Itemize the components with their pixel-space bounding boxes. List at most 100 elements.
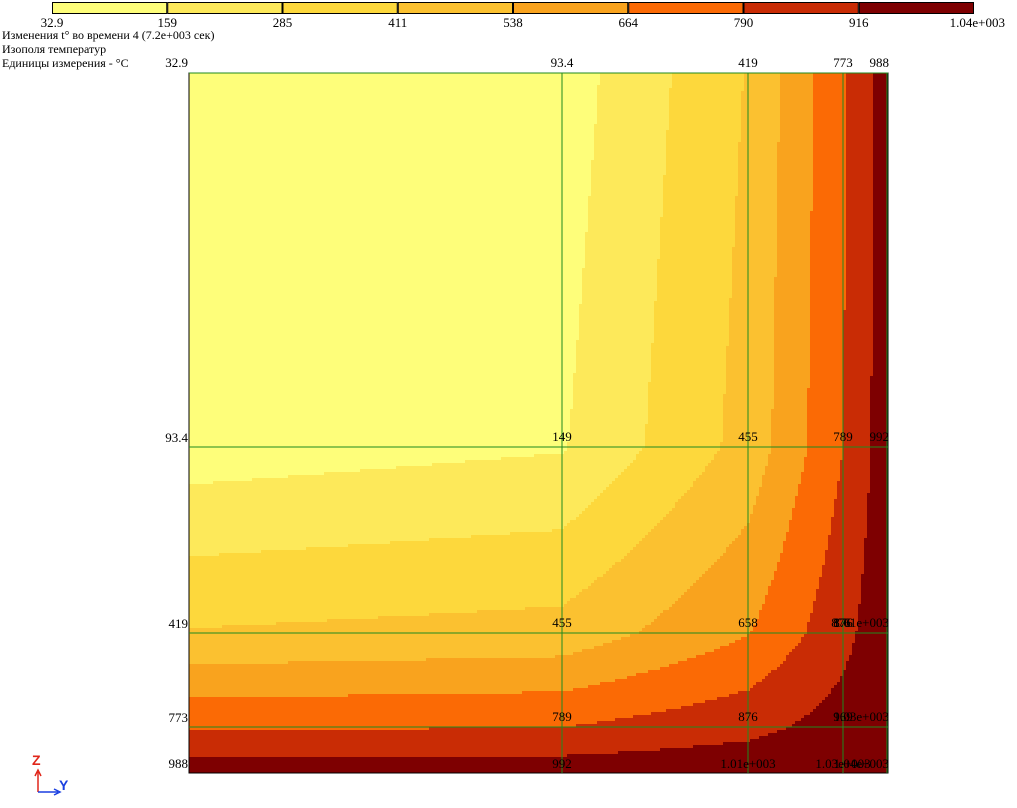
isofield-band [873,295,888,298]
node-value-label: 93.4 [165,430,188,445]
isofield-band [873,301,888,304]
isofield-band [189,508,585,511]
isofield-band [855,634,888,637]
isofield-band [780,112,813,115]
isofield-band [585,253,660,256]
isofield-band [759,490,798,493]
isofield-band [633,715,804,718]
isofield-band [189,688,573,691]
isofield-band [828,535,867,538]
isofield-band [771,412,807,415]
isofield-band [807,622,858,625]
isofield-band [843,397,870,400]
isofield-band [837,490,870,493]
isofield-band [189,529,552,532]
isofield-band [189,148,594,151]
isofield-band [843,364,873,367]
isofield-band [672,76,744,79]
isofield-band [636,673,768,676]
isofield-band [585,247,660,250]
isofield-band [678,661,783,664]
isofield-band [753,625,807,628]
isofield-band [780,106,813,109]
isofield-band [771,436,807,439]
isofield-band [189,442,567,445]
isofield-band [657,283,732,286]
isofield-band [831,691,888,694]
isofield-band [858,613,888,616]
isofield-band [846,169,873,172]
isofield-band [795,721,888,724]
isofield-band [810,244,846,247]
isofield-band [843,418,870,421]
isofield-band [816,598,861,601]
isofield-band [846,232,873,235]
isofield-band [768,673,843,676]
isofield-band [189,376,573,379]
isofield-band [636,457,714,460]
isofield-band [846,130,873,133]
isofield-band [810,262,846,265]
isofield-band [822,574,861,577]
isofield-band [573,652,705,655]
isofield-band [867,499,888,502]
isofield-band [570,520,660,523]
isofield-band [873,358,888,361]
isofield-band [810,379,843,382]
isofield-band [189,208,588,211]
isofield-band [810,223,846,226]
isofield-band [801,475,840,478]
isofield-band [873,172,888,175]
isofield-band [768,457,804,460]
isofield-band [843,313,873,316]
isofield-band [189,757,888,760]
isofield-band [189,628,642,631]
isofield-band [873,199,888,202]
isofield-band [189,130,594,133]
isofield-band [729,325,774,328]
isofield-band [189,223,588,226]
isofield-band [348,694,729,697]
isofield-band [849,655,888,658]
isofield-band [777,175,813,178]
isofield-band [666,709,813,712]
isofield-band [579,592,684,595]
isofield-band [573,388,648,391]
isofield-band [774,364,810,367]
isofield-band [579,325,654,328]
isofield-band [567,523,657,526]
node-value-label: 992 [552,756,572,771]
isofield-band [597,118,669,121]
isofield-band [612,565,711,568]
isofield-band [825,556,864,559]
isofield-band [717,697,825,700]
isofield-band [780,136,813,139]
isofield-band [873,130,888,133]
isofield-band [588,202,663,205]
isofield-band [771,430,807,433]
isofield-band [768,589,816,592]
isofield-band [573,373,651,376]
isofield-band [810,370,843,373]
isofield-band [810,232,846,235]
isofield-band [873,307,888,310]
isofield-band [189,349,576,352]
isofield-band [813,136,846,139]
isofield-band [681,595,765,598]
isofield-band [603,574,702,577]
isofield-band [741,106,780,109]
isofield-band [657,616,759,619]
isofield-band [189,238,585,241]
isofield-band [576,364,651,367]
isofield-band [861,586,888,589]
isofield-band [582,292,657,295]
isofield-band [777,142,813,145]
isofield-band [189,718,615,721]
isofield-band [810,229,846,232]
isofield-band [780,121,813,124]
isofield-band [570,421,648,424]
isofield-band [873,286,888,289]
isofield-band [612,481,693,484]
node-value-label: 1.01e+003 [834,615,889,630]
isofield-band [588,199,663,202]
